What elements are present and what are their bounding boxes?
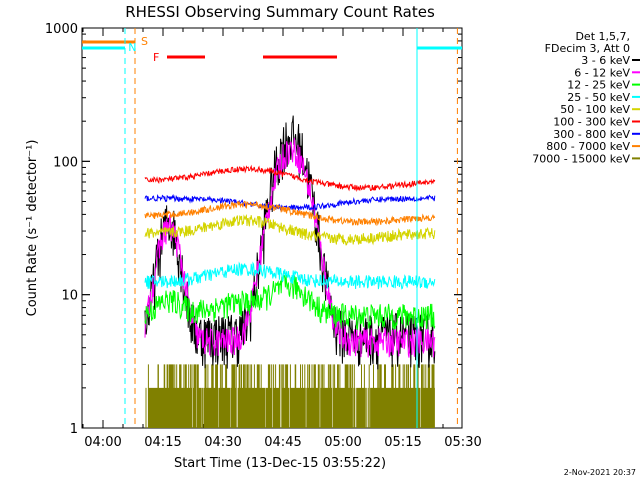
saa-flag-label: S bbox=[141, 35, 148, 48]
x-tick-label: 04:15 bbox=[144, 435, 181, 450]
legend-item: 6 - 12 keV bbox=[574, 66, 630, 79]
y-tick-label: 10 bbox=[61, 289, 78, 304]
legend-header-line-2: FDecim 3, Att 0 bbox=[545, 42, 630, 55]
x-tick-label: 04:00 bbox=[84, 435, 121, 450]
series-line-25-50-kev bbox=[144, 261, 436, 290]
legend-header-line-1: Det 1,5,7, bbox=[575, 30, 630, 43]
y-tick-label: 100 bbox=[53, 155, 78, 170]
series-line-50-100-kev bbox=[144, 213, 436, 246]
y-axis-label: Count Rate (s⁻¹ detector⁻¹) bbox=[25, 140, 40, 317]
flare-flag-label: F bbox=[153, 51, 159, 64]
legend-item: 7000 - 15000 keV bbox=[532, 152, 630, 165]
footer-date: 2-Nov-2021 20:37 bbox=[564, 468, 636, 477]
plot-area: 1 10 100 1000 04:00 04:15 04:30 04:45 05:00 05:15… bbox=[45, 22, 482, 450]
series-line-3-6-kev bbox=[144, 115, 436, 370]
legend-item: 100 - 300 keV bbox=[553, 116, 630, 129]
x-tick-label: 05:30 bbox=[444, 435, 481, 450]
night-flag-label: N bbox=[128, 41, 136, 54]
chart-title: RHESSI Observing Summary Count Rates bbox=[125, 3, 435, 21]
series-lines bbox=[144, 115, 436, 428]
x-tick-label: 05:00 bbox=[324, 435, 361, 450]
y-tick-label: 1 bbox=[70, 422, 78, 437]
series-line-12-25-kev bbox=[144, 274, 436, 331]
series-line-100-300-kev bbox=[144, 164, 436, 192]
x-tick-label: 05:15 bbox=[384, 435, 421, 450]
legend-item: 800 - 7000 keV bbox=[546, 140, 630, 153]
y-tick-label: 1000 bbox=[45, 22, 78, 37]
legend-item: 50 - 100 keV bbox=[560, 103, 630, 116]
x-axis-label: Start Time (13-Dec-15 03:55:22) bbox=[174, 456, 386, 471]
x-tick-label: 04:45 bbox=[264, 435, 301, 450]
x-tick-label: 04:30 bbox=[204, 435, 241, 450]
legend-item: 25 - 50 keV bbox=[567, 91, 630, 104]
series-line-7000-15000-kev bbox=[145, 364, 435, 428]
legend-item: 12 - 25 keV bbox=[567, 79, 630, 92]
series-line-6-12-kev bbox=[144, 137, 436, 358]
legend-item: 300 - 800 keV bbox=[553, 128, 630, 141]
flag-markers: SN F bbox=[82, 28, 462, 428]
series-line-800-7000-kev bbox=[144, 200, 436, 227]
legend-item: 3 - 6 keV bbox=[581, 54, 630, 67]
